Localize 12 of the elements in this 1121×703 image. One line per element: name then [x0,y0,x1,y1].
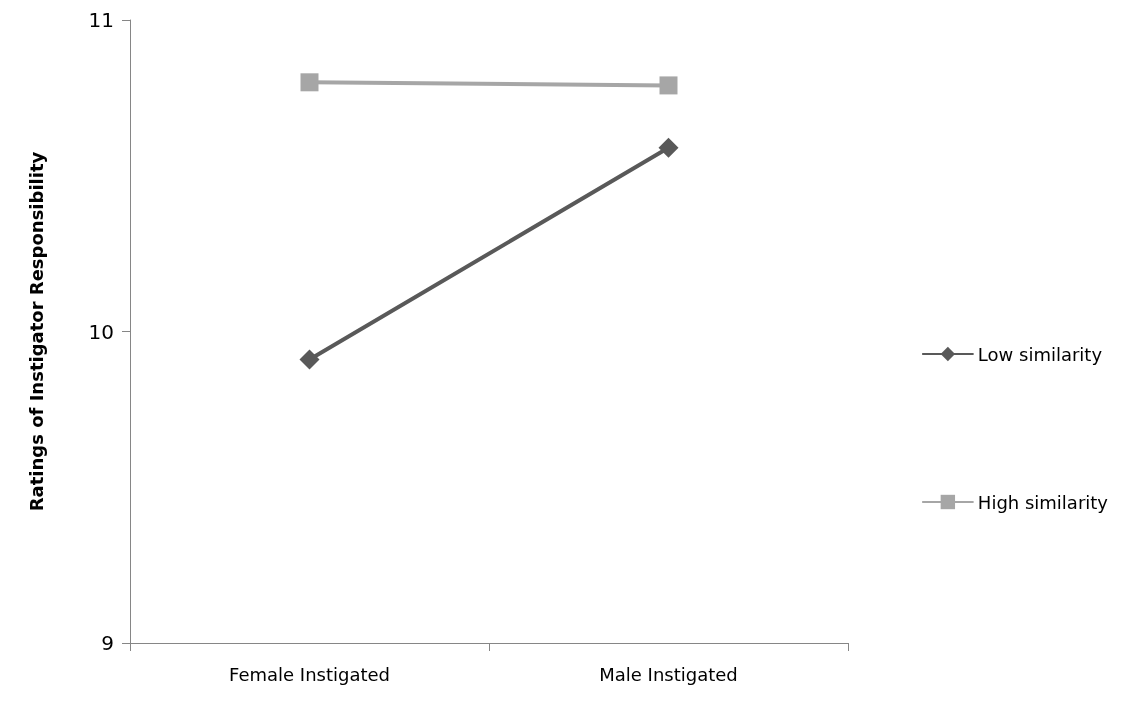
x-tick-label: Male Instigated [599,663,738,685]
legend-label: High similarity [977,491,1109,513]
y-tick-label: 9 [101,631,114,655]
y-tick-label: 11 [88,8,114,32]
legend-label: Low similarity [977,343,1103,365]
point [299,349,320,370]
x-tick-label: Female Instigated [229,663,390,685]
point [658,137,679,158]
point [659,76,678,95]
y-tick-label: 10 [88,319,114,344]
y-axis-title: Ratings of Instigator Responsibility [25,151,47,512]
point [300,73,319,92]
